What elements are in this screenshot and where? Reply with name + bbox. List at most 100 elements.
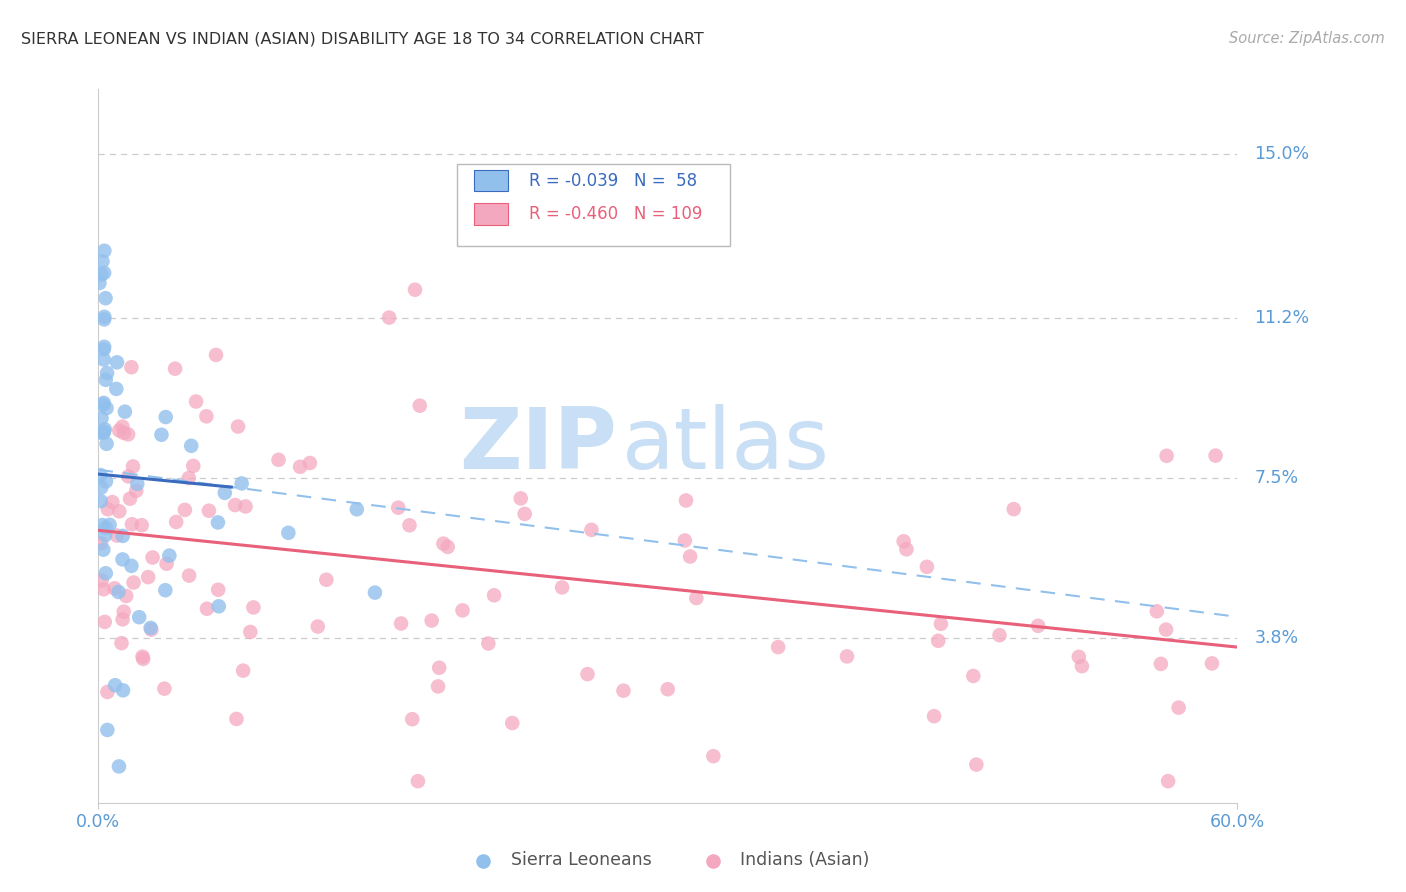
Point	[315, 573, 337, 587]
Point	[387, 500, 409, 515]
Point	[551, 581, 574, 595]
Point	[205, 348, 228, 362]
Point	[173, 503, 195, 517]
Point	[91, 518, 114, 533]
Point	[112, 683, 135, 698]
Point	[398, 518, 420, 533]
Point	[766, 640, 789, 654]
Point	[1002, 502, 1025, 516]
Point	[125, 483, 148, 498]
Point	[163, 361, 186, 376]
Point	[501, 716, 523, 731]
Point	[702, 749, 724, 764]
Point	[115, 589, 138, 603]
Point	[94, 373, 117, 387]
Point	[111, 612, 134, 626]
FancyBboxPatch shape	[474, 203, 509, 225]
Point	[242, 600, 264, 615]
Point	[581, 523, 603, 537]
Point	[101, 495, 124, 509]
Point	[108, 759, 131, 773]
Point	[117, 427, 139, 442]
Point	[378, 310, 401, 325]
Text: 11.2%: 11.2%	[1254, 310, 1309, 327]
Point	[91, 254, 114, 268]
Point	[112, 605, 135, 619]
Point	[482, 588, 505, 602]
Point	[409, 399, 432, 413]
Point	[180, 439, 202, 453]
Point	[232, 664, 254, 678]
Point	[132, 652, 155, 666]
Text: Source: ZipAtlas.com: Source: ZipAtlas.com	[1229, 31, 1385, 46]
Point	[513, 507, 536, 521]
Point	[96, 401, 118, 416]
Point	[576, 667, 599, 681]
Point	[105, 355, 128, 369]
Point	[122, 459, 145, 474]
Point	[436, 540, 458, 554]
Point	[1146, 604, 1168, 618]
Point	[893, 534, 915, 549]
Point	[105, 382, 128, 396]
Point	[96, 723, 118, 737]
Point	[90, 268, 112, 282]
Point	[195, 409, 218, 424]
Text: 3.8%: 3.8%	[1254, 630, 1299, 648]
Point	[94, 422, 117, 436]
Text: SIERRA LEONEAN VS INDIAN (ASIAN) DISABILITY AGE 18 TO 34 CORRELATION CHART: SIERRA LEONEAN VS INDIAN (ASIAN) DISABIL…	[21, 31, 704, 46]
Point	[90, 494, 112, 508]
Point	[1201, 657, 1223, 671]
Point	[207, 516, 229, 530]
Point	[94, 566, 117, 581]
Legend: Sierra Leoneans, Indians (Asian): Sierra Leoneans, Indians (Asian)	[458, 845, 877, 876]
Point	[94, 291, 117, 305]
Point	[929, 616, 952, 631]
Point	[91, 542, 114, 557]
Point	[364, 585, 387, 599]
Point	[177, 568, 200, 582]
Point	[93, 352, 115, 367]
Point	[122, 575, 145, 590]
Point	[406, 774, 429, 789]
Point	[107, 585, 129, 599]
Point	[1070, 659, 1092, 673]
Point	[962, 669, 984, 683]
Point	[432, 536, 454, 550]
Point	[509, 491, 531, 506]
Point	[184, 394, 207, 409]
Point	[94, 521, 117, 535]
Point	[401, 712, 423, 726]
Point	[108, 504, 131, 518]
Point	[427, 680, 450, 694]
Point	[226, 419, 249, 434]
Point	[612, 683, 634, 698]
Point	[120, 558, 142, 573]
Text: 7.5%: 7.5%	[1254, 469, 1299, 487]
Point	[451, 603, 474, 617]
Point	[104, 678, 127, 692]
Point	[288, 459, 311, 474]
Point	[128, 610, 150, 624]
Point	[927, 633, 949, 648]
Point	[679, 549, 702, 564]
Point	[298, 456, 321, 470]
Point	[155, 410, 177, 425]
Point	[214, 486, 236, 500]
Point	[93, 312, 115, 326]
Point	[131, 518, 153, 533]
Point	[157, 549, 180, 563]
Point	[103, 582, 125, 596]
Point	[90, 411, 112, 425]
Point	[96, 437, 118, 451]
Point	[1026, 619, 1049, 633]
Point	[114, 405, 136, 419]
Point	[277, 525, 299, 540]
Point	[896, 542, 918, 557]
Point	[1154, 623, 1177, 637]
Point	[141, 623, 163, 637]
Point	[96, 366, 118, 380]
Point	[93, 340, 115, 354]
Point	[90, 536, 112, 550]
Point	[111, 552, 134, 566]
